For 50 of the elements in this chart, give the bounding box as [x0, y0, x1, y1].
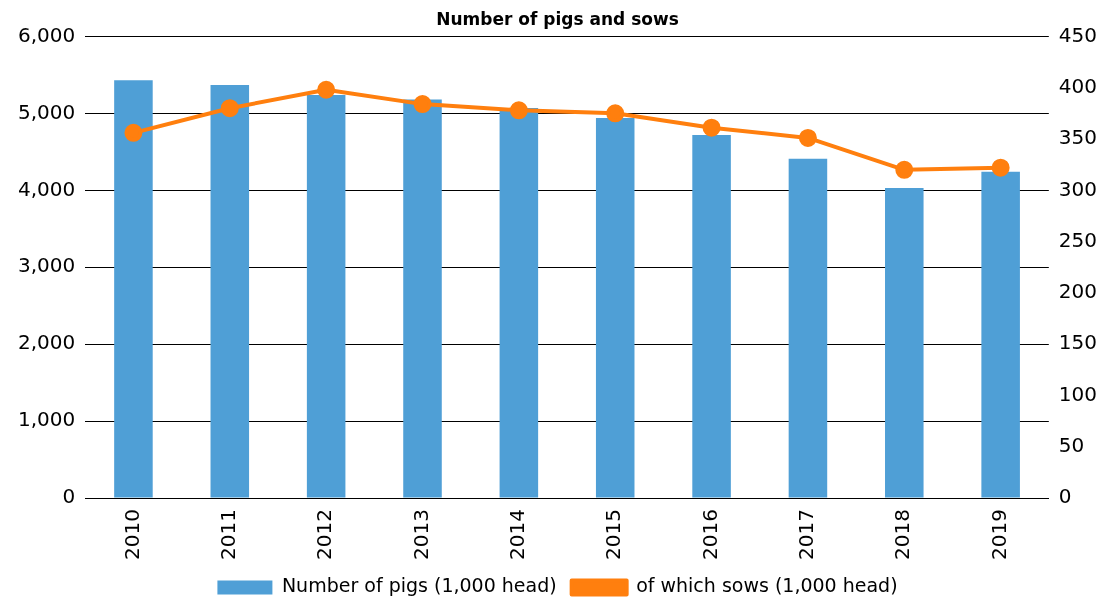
- y-tick-label: 1,000: [17, 407, 76, 432]
- x-tick-label: 2017: [794, 509, 819, 561]
- bar: [885, 187, 924, 498]
- point: [413, 95, 432, 114]
- legend-label: Number of pigs (1,000 head): [281, 574, 557, 597]
- y-tick-label: 6,000: [17, 22, 76, 47]
- y2-tick-label: 200: [1058, 279, 1098, 304]
- y2-tick-label: 400: [1058, 73, 1098, 98]
- bar: [210, 84, 250, 498]
- point: [124, 123, 143, 142]
- x-tick-label: 2015: [601, 509, 626, 561]
- y-tick-label: 0: [62, 484, 76, 509]
- legend-label: of which sows (1,000 head): [636, 574, 898, 597]
- y2-tick-label: 300: [1058, 176, 1098, 201]
- bar: [499, 107, 539, 498]
- y-tick-label: 3,000: [17, 253, 76, 278]
- point: [895, 160, 914, 179]
- y2-tick-label: 150: [1058, 330, 1098, 355]
- bar: [114, 80, 153, 498]
- bar: [403, 99, 442, 498]
- y2-tick-label: 450: [1058, 22, 1098, 47]
- bar: [595, 117, 635, 498]
- point: [798, 128, 817, 147]
- chart-title: Number of pigs and sows: [436, 8, 679, 29]
- bar: [788, 158, 828, 498]
- y-tick-label: 4,000: [17, 176, 76, 201]
- x-tick-label: 2019: [986, 509, 1011, 561]
- y2-tick-label: 0: [1058, 484, 1072, 509]
- y-tick-label: 5,000: [17, 99, 76, 124]
- point: [220, 99, 239, 118]
- point: [509, 101, 528, 120]
- x-tick-label: 2014: [505, 509, 530, 561]
- x-tick-label: 2016: [697, 509, 722, 561]
- y2-tick-label: 100: [1058, 381, 1098, 406]
- x-tick-label: 2011: [215, 509, 240, 561]
- point: [317, 80, 336, 99]
- bar: [981, 171, 1020, 498]
- y2-tick-label: 50: [1058, 433, 1085, 457]
- x-tick-label: 2012: [312, 509, 337, 561]
- point: [606, 104, 625, 123]
- bar: [692, 134, 731, 498]
- bar: [306, 94, 346, 498]
- x-tick-label: 2013: [408, 509, 433, 561]
- point: [702, 118, 721, 137]
- y-tick-label: 2,000: [17, 330, 76, 355]
- point: [991, 158, 1010, 177]
- x-tick-label: 2010: [119, 509, 144, 561]
- x-tick-label: 2018: [890, 509, 915, 561]
- y2-tick-label: 250: [1058, 227, 1098, 252]
- y2-tick-label: 350: [1058, 125, 1098, 150]
